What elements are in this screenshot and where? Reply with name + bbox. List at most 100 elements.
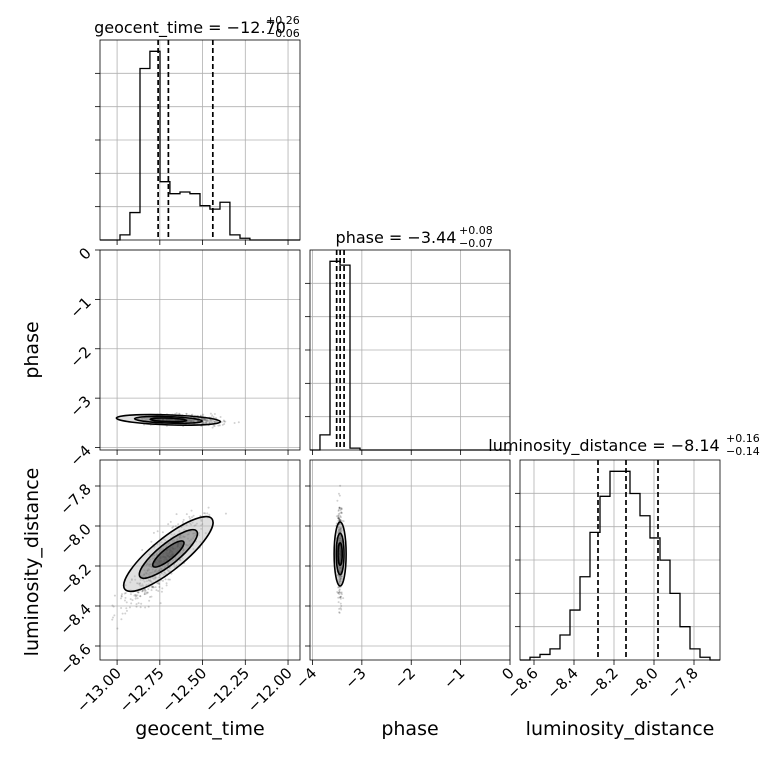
scatter-point xyxy=(139,582,142,585)
scatter-point xyxy=(338,537,341,540)
scatter-point xyxy=(137,591,140,594)
scatter-point xyxy=(339,567,342,570)
scatter-point xyxy=(337,526,340,529)
scatter-point xyxy=(204,419,207,422)
contour-2 xyxy=(122,515,214,593)
scatter-point xyxy=(140,575,143,578)
scatter-point xyxy=(202,418,205,421)
scatter-point xyxy=(209,412,212,415)
scatter-point xyxy=(339,577,342,580)
scatter-point xyxy=(174,525,177,528)
scatter-point xyxy=(339,555,342,558)
scatter-point xyxy=(123,599,126,602)
ytick-label: −8.0 xyxy=(56,520,94,558)
scatter-point xyxy=(337,519,340,522)
scatter-point xyxy=(128,606,131,609)
scatter-point xyxy=(339,551,342,554)
scatter-point xyxy=(337,529,340,532)
scatter-point xyxy=(338,548,341,551)
scatter-point xyxy=(233,422,236,425)
scatter-point xyxy=(337,517,340,520)
title-luminosity-distance-plus: +0.16 xyxy=(726,432,760,445)
scatter-point xyxy=(166,554,169,557)
scatter-point xyxy=(339,576,342,579)
scatter-point xyxy=(339,565,342,568)
scatter-point xyxy=(141,417,144,420)
scatter-point xyxy=(339,509,342,512)
scatter-point xyxy=(157,563,160,566)
scatter-point xyxy=(337,591,340,594)
scatter-point xyxy=(342,520,345,523)
scatter-point xyxy=(143,589,146,592)
scatter-point xyxy=(171,553,174,556)
scatter-point xyxy=(340,591,343,594)
scatter-point xyxy=(137,591,140,594)
scatter-point xyxy=(169,549,172,552)
scatter-point xyxy=(337,527,340,530)
scatter-point xyxy=(339,596,342,599)
scatter-point xyxy=(179,535,182,538)
scatter-point xyxy=(339,540,342,543)
scatter-point xyxy=(112,616,115,619)
scatter-point xyxy=(205,418,208,421)
scatter-point xyxy=(340,507,343,510)
scatter-point xyxy=(147,573,150,576)
scatter-point xyxy=(154,569,157,572)
scatter-point xyxy=(338,506,341,509)
scatter-point xyxy=(339,567,342,570)
scatter-point xyxy=(337,525,340,528)
scatter-point xyxy=(164,555,167,558)
scatter-point xyxy=(143,569,146,572)
scatter-point xyxy=(337,529,340,532)
scatter-point xyxy=(144,606,147,609)
scatter-point xyxy=(149,580,152,583)
scatter-point xyxy=(340,511,343,514)
scatter-point xyxy=(337,517,340,520)
scatter-point xyxy=(199,414,202,417)
xtick-label: −3 xyxy=(341,664,369,692)
scatter-point xyxy=(185,412,188,415)
scatter-point xyxy=(340,568,343,571)
scatter-point xyxy=(169,554,172,557)
scatter-point xyxy=(124,596,127,599)
scatter-point xyxy=(340,595,343,598)
scatter-point xyxy=(187,533,190,536)
scatter-point xyxy=(339,539,342,542)
contour-2 xyxy=(333,521,347,587)
scatter-point xyxy=(183,535,186,538)
scatter-point xyxy=(224,512,227,515)
scatter-point xyxy=(156,558,159,561)
scatter-point xyxy=(338,537,341,540)
scatter-point xyxy=(339,527,342,530)
scatter-point xyxy=(167,569,170,572)
scatter-point xyxy=(338,535,341,538)
scatter-point xyxy=(338,540,341,543)
scatter-point xyxy=(224,420,227,423)
scatter-point xyxy=(339,550,342,553)
scatter-point xyxy=(342,597,345,600)
scatter-point xyxy=(176,545,179,548)
scatter-point xyxy=(147,588,150,591)
density-fill-1 xyxy=(336,533,345,575)
scatter-point xyxy=(165,556,168,559)
scatter-point xyxy=(338,568,341,571)
scatter-point xyxy=(201,523,204,526)
scatter-point xyxy=(116,627,119,630)
scatter-point xyxy=(129,598,132,601)
scatter-point xyxy=(205,421,208,424)
scatter-point xyxy=(338,593,341,596)
scatter-point xyxy=(339,566,342,569)
scatter-point xyxy=(172,525,175,528)
scatter-point xyxy=(147,578,150,581)
scatter-point xyxy=(340,531,343,534)
scatter-point xyxy=(193,535,196,538)
scatter-point xyxy=(159,550,162,553)
scatter-point xyxy=(155,553,158,556)
scatter-point xyxy=(208,420,211,423)
contour-1 xyxy=(335,532,345,576)
scatter-point xyxy=(141,583,144,586)
scatter-point xyxy=(168,556,171,559)
scatter-point xyxy=(339,547,342,550)
scatter-point xyxy=(151,557,154,560)
scatter-point xyxy=(203,418,206,421)
